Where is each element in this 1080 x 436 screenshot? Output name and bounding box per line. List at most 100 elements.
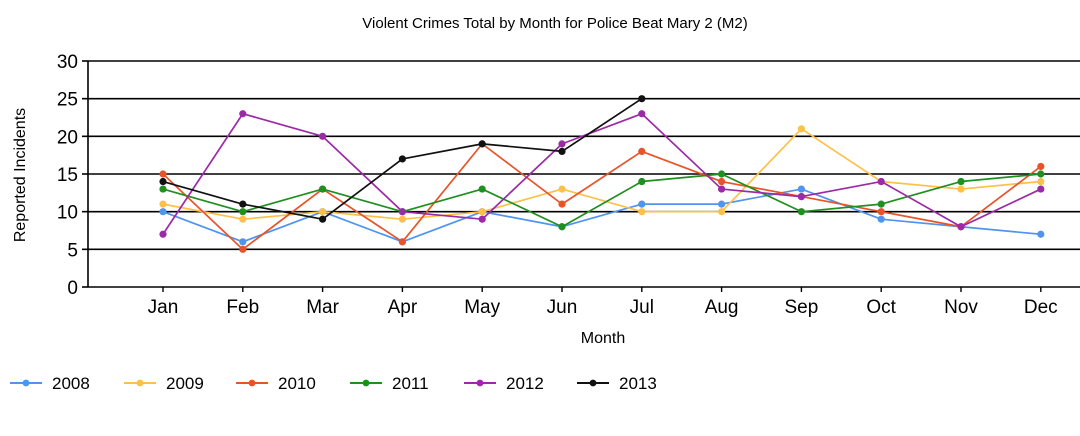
legend-label: 2012 bbox=[506, 374, 544, 393]
data-point bbox=[638, 110, 646, 118]
x-tick-label: Jun bbox=[547, 297, 578, 318]
series-2008 bbox=[159, 185, 1045, 246]
legend-item-2009: 2009 bbox=[124, 374, 204, 393]
data-point bbox=[797, 185, 806, 193]
data-point bbox=[398, 208, 406, 216]
y-axis-label: Reported Incidents bbox=[12, 108, 29, 242]
data-point bbox=[558, 140, 566, 148]
series-2011 bbox=[159, 170, 1045, 231]
data-point bbox=[239, 110, 247, 118]
x-tick-label: Aug bbox=[705, 297, 739, 318]
data-point bbox=[638, 177, 646, 186]
data-point bbox=[239, 208, 247, 216]
legend-label: 2009 bbox=[166, 374, 204, 393]
legend-label: 2011 bbox=[392, 374, 429, 393]
data-point bbox=[239, 200, 247, 208]
data-point bbox=[478, 140, 486, 148]
data-point bbox=[159, 170, 167, 178]
data-point bbox=[638, 95, 646, 103]
x-tick-label: Jul bbox=[630, 297, 654, 318]
data-point bbox=[239, 215, 247, 223]
series-2010 bbox=[159, 140, 1045, 253]
data-point bbox=[319, 215, 327, 223]
data-point bbox=[1037, 162, 1045, 171]
data-point bbox=[558, 185, 566, 193]
y-tick-label: 20 bbox=[57, 127, 78, 148]
data-point bbox=[558, 147, 566, 155]
x-tick-label: Dec bbox=[1024, 297, 1058, 318]
legend-marker bbox=[22, 379, 30, 387]
gridlines bbox=[87, 60, 1080, 288]
data-point bbox=[877, 215, 885, 223]
data-point bbox=[159, 208, 167, 216]
x-tick-label: Sep bbox=[784, 297, 818, 318]
data-point bbox=[718, 170, 726, 178]
x-tick-label: Oct bbox=[866, 297, 896, 318]
legend-item-2010: 2010 bbox=[236, 374, 316, 393]
y-tick-label: 5 bbox=[67, 240, 78, 261]
data-point bbox=[877, 200, 885, 208]
data-point bbox=[398, 238, 406, 246]
data-point bbox=[319, 185, 327, 193]
legend: 2008 2009 2010 2011 2012 2013 bbox=[10, 374, 657, 393]
legend-item-2011: 2011 bbox=[350, 374, 429, 393]
data-point bbox=[797, 125, 806, 133]
data-point bbox=[957, 185, 965, 193]
legend-marker bbox=[362, 379, 370, 387]
data-point bbox=[957, 177, 965, 186]
series-2013 bbox=[159, 95, 646, 223]
series-line-2010 bbox=[162, 143, 1042, 251]
y-tick-label: 10 bbox=[57, 203, 78, 224]
data-point bbox=[638, 147, 646, 155]
data-point bbox=[718, 185, 726, 193]
data-point bbox=[319, 132, 327, 140]
data-point bbox=[718, 200, 726, 208]
data-point bbox=[558, 200, 566, 208]
data-point bbox=[957, 223, 965, 231]
data-point bbox=[1037, 170, 1045, 178]
x-tick-label: Nov bbox=[944, 297, 978, 318]
y-tick-label: 15 bbox=[57, 165, 78, 186]
data-point bbox=[159, 185, 167, 193]
x-tick-label: Apr bbox=[388, 297, 418, 318]
legend-marker bbox=[476, 379, 484, 387]
data-point bbox=[638, 200, 646, 208]
data-point bbox=[478, 215, 486, 223]
data-point bbox=[1037, 177, 1045, 186]
legend-item-2008: 2008 bbox=[10, 374, 90, 393]
data-point bbox=[718, 208, 726, 216]
legend-marker bbox=[248, 379, 256, 387]
legend-marker bbox=[589, 379, 597, 387]
data-point bbox=[239, 245, 247, 253]
data-point bbox=[797, 208, 806, 216]
data-point bbox=[877, 177, 885, 186]
data-point bbox=[638, 208, 646, 216]
x-axis-ticks: Jan Feb Mar Apr May Jun Jul Aug Sep Oct Nov Dec bbox=[148, 287, 1058, 318]
y-tick-label: 0 bbox=[67, 278, 78, 299]
data-point bbox=[159, 177, 167, 186]
legend-item-2013: 2013 bbox=[577, 374, 657, 393]
y-tick-label: 30 bbox=[57, 52, 78, 73]
legend-label: 2008 bbox=[52, 374, 90, 393]
chart-title: Violent Crimes Total by Month for Police… bbox=[362, 15, 747, 32]
data-point bbox=[478, 208, 486, 216]
legend-label: 2010 bbox=[278, 374, 316, 393]
data-point bbox=[159, 230, 167, 238]
data-point bbox=[877, 208, 885, 216]
data-point bbox=[239, 238, 247, 246]
data-point bbox=[398, 215, 406, 223]
series-line-2012 bbox=[162, 112, 1042, 235]
data-point bbox=[159, 200, 167, 208]
legend-label: 2013 bbox=[619, 374, 657, 393]
data-point bbox=[319, 208, 327, 216]
data-point bbox=[398, 155, 406, 163]
series-2012 bbox=[159, 110, 1045, 238]
data-point bbox=[718, 177, 726, 186]
series-group bbox=[159, 95, 1045, 253]
data-point bbox=[797, 193, 806, 201]
x-tick-label: Jan bbox=[148, 297, 179, 318]
x-tick-label: May bbox=[464, 297, 500, 318]
data-point bbox=[558, 223, 566, 231]
y-axis-ticks: 0 5 10 15 20 25 30 bbox=[57, 52, 88, 299]
